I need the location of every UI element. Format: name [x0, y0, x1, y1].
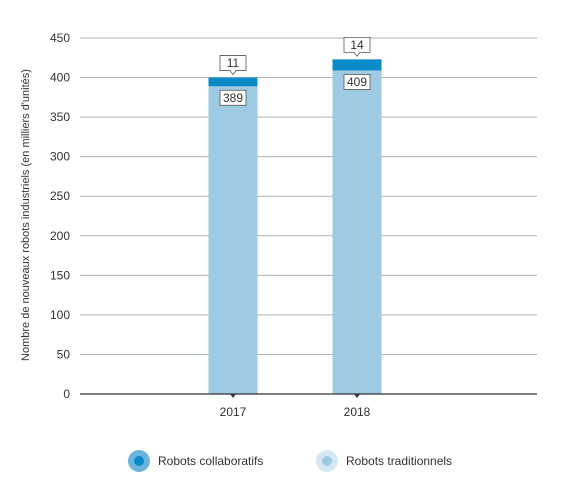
legend-label-collaboratifs: Robots collaboratifs [158, 454, 264, 468]
y-axis-ticks: 0 50 100 150 200 250 300 350 400 450 [50, 31, 70, 401]
bar-traditionnels-2017 [208, 86, 258, 394]
legend-label-traditionnels: Robots traditionnels [346, 454, 453, 468]
y-tick-label-400: 400 [50, 71, 70, 85]
x-tick-marker-2017 [230, 394, 236, 398]
legend-swatch-traditionnels-icon [316, 450, 338, 472]
y-tick-label-250: 250 [50, 189, 70, 203]
bar-collaboratifs-2017 [208, 77, 258, 87]
data-label-box-traditionnels-2018 [343, 74, 371, 90]
y-tick-label-300: 300 [50, 150, 70, 164]
y-axis-label: Nombre de nouveaux robots industriels (e… [20, 69, 32, 361]
data-label-collaboratifs-2017: 11 [227, 56, 240, 70]
x-axis: 2017 2018 [80, 393, 537, 419]
legend-item-collaboratifs: Robots collaboratifs [128, 450, 263, 472]
data-label-box-collaboratifs-2017 [219, 55, 247, 76]
y-tick-label-0: 0 [63, 387, 70, 401]
data-label-traditionnels-2018: 409 [347, 75, 367, 89]
legend-dot-collaboratifs [134, 456, 144, 466]
y-tick-label-350: 350 [50, 110, 70, 124]
data-label-box-collaboratifs-2018 [343, 36, 371, 58]
y-tick-label-450: 450 [50, 31, 70, 45]
x-tick-marker-2018 [354, 394, 360, 398]
stacked-bar-chart: 0 50 100 150 200 250 300 350 400 450 2017 2018 389… [20, 31, 537, 419]
legend: Robots collaboratifs Robots traditionnel… [0, 450, 567, 474]
data-label-traditionnels-2017: 389 [223, 91, 243, 105]
y-tick-label-150: 150 [50, 268, 70, 282]
legend-dot-traditionnels [322, 456, 332, 466]
data-labels: 389 11 409 14 [219, 36, 371, 106]
bars [208, 59, 382, 395]
legend-item-traditionnels: Robots traditionnels [316, 450, 452, 472]
x-tick-label-2018: 2018 [344, 405, 371, 419]
gridlines [80, 37, 537, 355]
bar-collaboratifs-2018 [332, 59, 382, 71]
y-tick-label-50: 50 [57, 347, 71, 361]
y-tick-label-100: 100 [50, 308, 70, 322]
legend-swatch-collaboratifs-icon [128, 450, 150, 472]
y-tick-label-200: 200 [50, 229, 70, 243]
bar-traditionnels-2018 [332, 70, 382, 395]
data-label-collaboratifs-2018: 14 [350, 38, 364, 52]
data-label-box-traditionnels-2017 [219, 89, 247, 106]
x-tick-label-2017: 2017 [220, 405, 247, 419]
